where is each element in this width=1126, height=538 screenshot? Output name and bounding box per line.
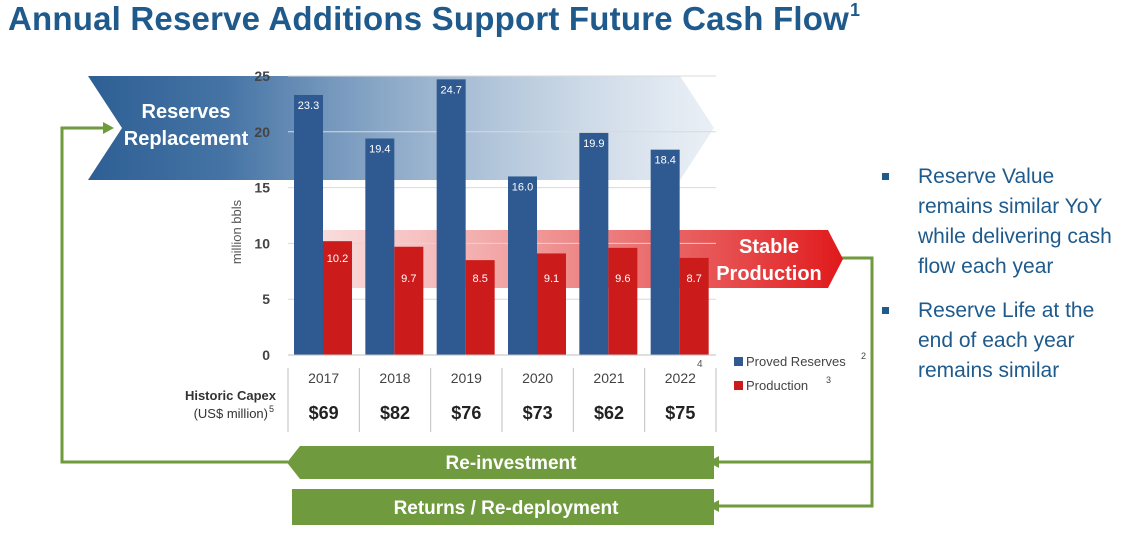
x-tick-label: 2019 (451, 370, 482, 386)
reserves-replacement-arrow (88, 76, 714, 180)
data-label-production: 9.1 (544, 273, 559, 285)
bullet-marker (882, 307, 889, 314)
capex-value: $73 (523, 403, 553, 423)
data-label-reserves: 16.0 (512, 181, 533, 193)
bullet-list: Reserve Value remains similar YoY while … (880, 162, 1120, 400)
y-axis-label: million bbls (229, 199, 244, 264)
y-tick-label: 5 (262, 291, 270, 307)
stable-production-label-line1: Stable (739, 236, 799, 258)
capex-values: $69 $82 $76 $73 $62 $75 (309, 403, 696, 423)
page-title: Annual Reserve Additions Support Future … (8, 0, 860, 38)
reinvestment-banner (287, 446, 714, 479)
bar-production (608, 247, 638, 355)
legend-swatch-reserves (734, 357, 743, 366)
x-tick-label: 2020 (522, 370, 553, 386)
page-title-text: Annual Reserve Additions Support Future … (8, 0, 849, 37)
legend-footnote-reserves: 2 (861, 351, 866, 361)
bullet-marker (882, 173, 889, 180)
y-tick-label: 0 (262, 347, 270, 363)
title-footnote: 1 (849, 0, 861, 20)
x-axis-ticks: 2017 2018 2019 2020 2021 2022 (308, 370, 696, 386)
x-tick-label: 2018 (379, 370, 410, 386)
bar-production (323, 241, 352, 355)
capex-unit-label: (US$ million) (194, 406, 268, 421)
bullet-item: Reserve Life at the end of each year rem… (880, 296, 1120, 386)
bar-production (465, 260, 495, 355)
bar-proved-reserves (294, 94, 323, 356)
capex-value: $62 (594, 403, 624, 423)
data-label-reserves: 19.4 (369, 143, 390, 155)
capex-value: $69 (309, 403, 339, 423)
bullet-item: Reserve Value remains similar YoY while … (880, 162, 1120, 282)
loop-right-line (718, 256, 874, 508)
capex-unit-text: (US$ million) (194, 406, 268, 421)
bars (294, 79, 709, 356)
capex-value: $75 (665, 403, 695, 423)
x-axis-footnote: 4 (697, 359, 703, 370)
data-label-reserves: 18.4 (654, 155, 675, 167)
x-tick-label: 2021 (593, 370, 624, 386)
bullet-text: Reserve Life at the end of each year rem… (918, 299, 1095, 382)
bar-production (537, 253, 566, 355)
legend-label-production: Production (746, 378, 808, 393)
feedback-loop (60, 122, 874, 512)
bar-proved-reserves (650, 149, 680, 355)
legend-footnote-production: 3 (826, 375, 831, 385)
capex-label: Historic Capex (185, 388, 277, 403)
bar-proved-reserves (436, 79, 466, 356)
data-label-production: 8.7 (687, 273, 702, 285)
bullet-text: Reserve Value remains similar YoY while … (918, 165, 1112, 278)
legend: Proved Reserves 2 Production 3 (734, 351, 866, 393)
bar-proved-reserves (508, 176, 537, 355)
y-tick-label: 10 (254, 235, 270, 251)
reserves-replacement-label-line2: Replacement (124, 128, 249, 150)
bar-production (394, 246, 424, 355)
bar-proved-reserves (365, 138, 395, 355)
returns-banner (292, 489, 714, 525)
loop-left-line (60, 126, 288, 464)
x-tick-label: 2022 (665, 370, 696, 386)
loop-left-arrowhead (103, 122, 114, 134)
data-labels: 23.3 10.2 19.4 9.7 24.7 8.5 16.0 9.1 19.9 9.6 18.4… (298, 84, 702, 285)
x-tick-label: 2017 (308, 370, 339, 386)
legend-label-reserves: Proved Reserves (746, 354, 846, 369)
data-label-reserves: 19.9 (583, 138, 604, 150)
y-tick-label: 20 (254, 124, 270, 140)
bar-proved-reserves (579, 132, 609, 355)
stable-production-label-line2: Production (716, 263, 822, 285)
returns-label: Returns / Re-deployment (394, 498, 620, 519)
data-label-reserves: 24.7 (440, 84, 461, 96)
data-label-reserves: 23.3 (298, 100, 319, 112)
capex-value: $76 (451, 403, 481, 423)
y-tick-label: 25 (254, 68, 270, 84)
y-axis-ticks: 0 5 10 15 20 25 (254, 68, 270, 363)
gridlines (288, 75, 716, 300)
capex-value: $82 (380, 403, 410, 423)
data-label-production: 9.6 (615, 273, 630, 285)
bar-production (679, 257, 709, 355)
category-separators (287, 368, 717, 432)
capex-unit-footnote: 5 (269, 404, 274, 414)
data-label-production: 9.7 (401, 273, 416, 285)
data-label-production: 10.2 (327, 253, 348, 265)
legend-swatch-production (734, 381, 743, 390)
data-label-production: 8.5 (473, 273, 488, 285)
reserves-replacement-label-line1: Reserves (142, 101, 231, 123)
reinvestment-label: Re-investment (446, 453, 578, 474)
y-tick-label: 15 (254, 180, 270, 196)
